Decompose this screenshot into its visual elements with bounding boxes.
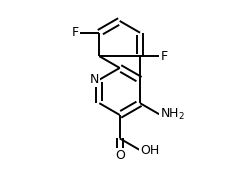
- Text: OH: OH: [139, 144, 159, 157]
- Text: NH$_2$: NH$_2$: [160, 107, 185, 122]
- Text: F: F: [160, 50, 167, 63]
- Text: F: F: [71, 26, 79, 39]
- Text: N: N: [90, 73, 99, 86]
- Text: O: O: [114, 149, 124, 162]
